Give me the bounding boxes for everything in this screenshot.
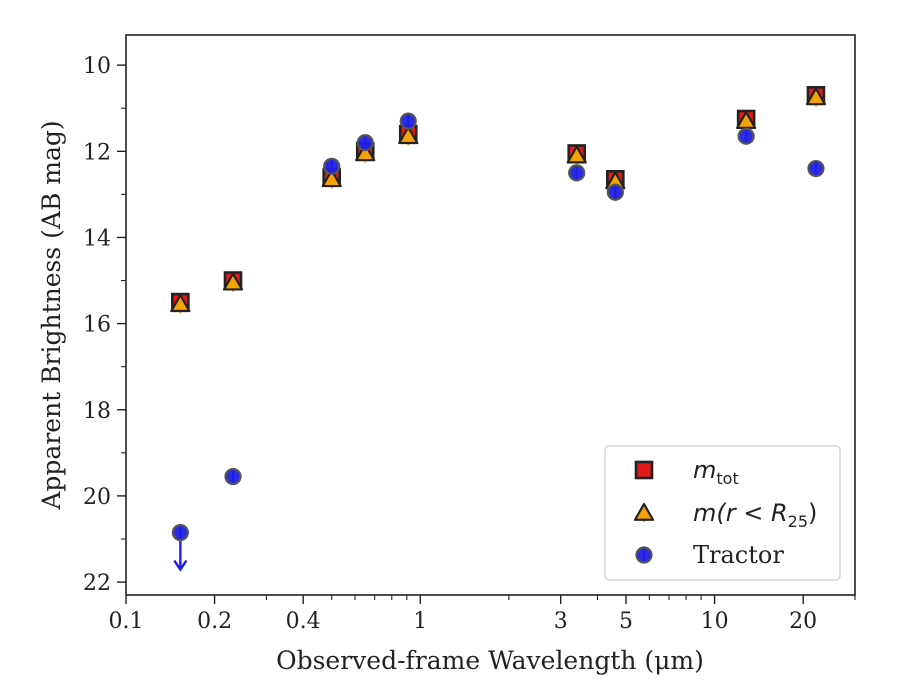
y-tick-label: 10 [83,54,111,79]
point-triangle [566,145,587,164]
point-triangle [805,87,827,106]
point-circle [606,183,624,201]
point-triangle [222,272,244,291]
x-axis-title: Observed-frame Wavelength (μm) [276,646,704,675]
legend-marker-square [634,460,654,480]
legend-box [604,445,841,581]
x-tick-label: 0.1 [109,609,144,634]
x-tick-label: 20 [789,609,817,634]
point-circle [399,112,417,130]
point-triangle [398,126,419,145]
point-triangle [321,169,342,188]
x-tick-label: 0.2 [197,609,232,634]
legend-label: mtot [693,456,739,488]
y-tick-label: 20 [83,485,111,510]
plot-frame [125,34,856,596]
point-circle [807,159,825,178]
legend-label: Tractor [693,541,784,569]
legend: mtot m(r < R25) Tractor [604,445,841,581]
chart-marks [170,86,827,572]
point-circle [323,157,341,175]
legend-marker-circle [635,546,653,564]
y-tick-label: 22 [83,571,111,596]
point-triangle [170,294,191,313]
point-circle [568,164,586,182]
y-tick-label: 16 [83,313,111,338]
axis-ticks: 0.1 0.2 0.4 1 3 5 10 20 10 12 14 16 18 20 22 [83,54,856,634]
point-circle [737,127,755,145]
x-tick-label: 10 [701,609,729,634]
upper-limit-arrowhead [173,559,188,572]
point-circle [356,134,374,152]
series-square [171,86,826,312]
point-circle [224,467,242,486]
x-tick-label: 3 [554,609,568,634]
series-circle [171,112,825,572]
point-circle [171,523,189,542]
x-tick-label: 0.4 [286,609,321,634]
y-axis-title: Apparent Brightness (AB mag) [37,120,66,510]
y-tick-label: 18 [83,399,111,424]
legend-marker-triangle [633,502,655,521]
y-tick-label: 12 [83,140,111,165]
y-tick-label: 14 [83,226,111,251]
point-triangle [355,143,376,162]
x-tick-label: 1 [413,609,427,634]
x-tick-label: 5 [619,609,633,634]
legend-label: m(r < R25) [693,499,817,531]
series-triangle [170,87,827,314]
